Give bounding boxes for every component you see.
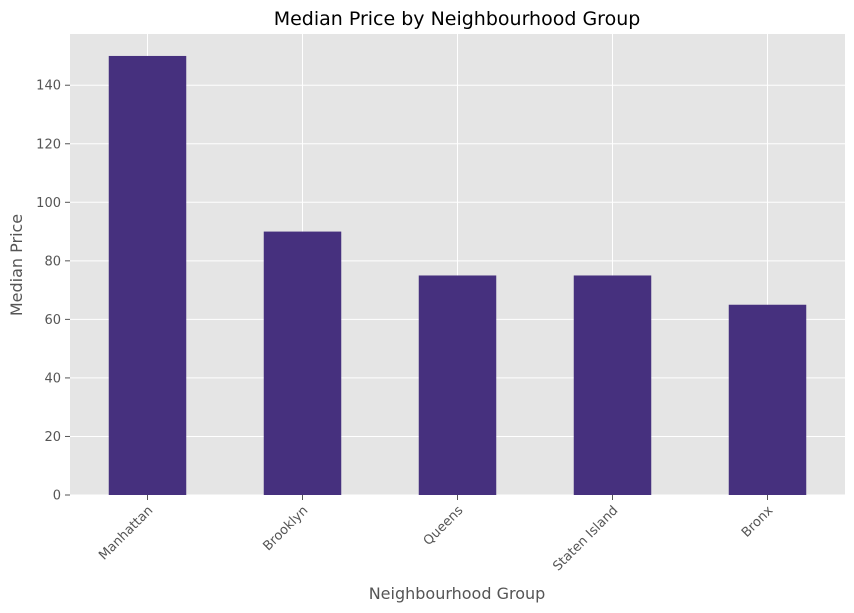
chart-title: Median Price by Neighbourhood Group (274, 8, 641, 30)
x-tick-label: Bronx (739, 503, 777, 541)
bars (108, 55, 807, 496)
x-tick-label: Staten Island (550, 503, 621, 574)
y-tick-label: 0 (53, 489, 61, 504)
x-axis-ticks: Manhattan Brooklyn Queens Staten Island Bron… (96, 495, 777, 574)
x-axis-label: Neighbourhood Group (369, 584, 546, 603)
y-tick-label: 140 (36, 79, 61, 94)
bar-brooklyn (263, 231, 342, 496)
bar-staten-island (573, 275, 652, 495)
y-tick-label: 40 (44, 371, 61, 386)
bar-bronx (728, 304, 807, 495)
x-tick-label: Brooklyn (260, 503, 311, 554)
y-tick-label: 80 (44, 254, 61, 269)
bar-manhattan (108, 55, 187, 495)
y-tick-label: 100 (36, 196, 61, 211)
y-axis-label: Median Price (7, 214, 26, 316)
x-tick-label: Queens (421, 503, 467, 549)
y-tick-label: 120 (36, 137, 61, 152)
bar-queens (418, 275, 497, 495)
y-tick-label: 20 (44, 430, 61, 445)
y-axis-ticks: 0 20 40 60 80 100 120 140 (36, 79, 70, 504)
y-tick-label: 60 (44, 313, 61, 328)
x-tick-label: Manhattan (96, 503, 156, 563)
